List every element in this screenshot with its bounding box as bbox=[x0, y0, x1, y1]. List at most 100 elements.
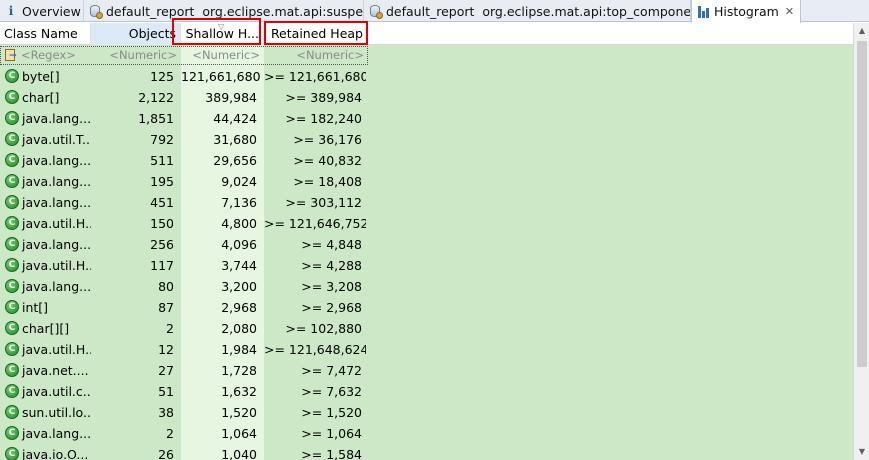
objects-cell: 511 bbox=[150, 153, 174, 168]
vertical-scrollbar[interactable]: ▲ ▼ bbox=[853, 23, 869, 460]
class-name-text: java.util.H... bbox=[22, 216, 91, 231]
tab-top-components-report[interactable]: default_report org.eclipse.mat.api:top_c… bbox=[364, 0, 691, 22]
column-header-shallow-heap[interactable]: Shallow H... bbox=[181, 23, 264, 45]
class-icon: C bbox=[5, 363, 19, 377]
shallow-heap-cell: 3,200 bbox=[221, 279, 257, 294]
class-icon: C bbox=[5, 384, 19, 398]
class-name-text: byte[] bbox=[22, 69, 60, 84]
class-icon: C bbox=[5, 153, 19, 167]
class-icon: C bbox=[5, 279, 19, 293]
class-icon: C bbox=[5, 216, 19, 230]
class-icon: C bbox=[5, 426, 19, 440]
shallow-heap-cell: 1,728 bbox=[221, 363, 257, 378]
class-name-text: java.lang.... bbox=[22, 426, 91, 441]
column-header-objects[interactable]: Objects bbox=[91, 23, 181, 45]
retained-heap-cell: >= 303,112 bbox=[285, 195, 362, 210]
shallow-heap-cell: 29,656 bbox=[213, 153, 257, 168]
tab-suspects-report[interactable]: default_report org.eclipse.mat.api:suspe… bbox=[84, 0, 364, 22]
shallow-column-background bbox=[181, 45, 264, 460]
class-icon: C bbox=[5, 237, 19, 251]
retained-heap-cell: >= 36,176 bbox=[293, 132, 362, 147]
shallow-heap-cell: 4,800 bbox=[221, 216, 257, 231]
objects-filter[interactable]: <Numeric> bbox=[109, 48, 177, 62]
retained-heap-filter[interactable]: <Numeric> bbox=[296, 48, 364, 62]
class-icon: C bbox=[5, 195, 19, 209]
regex-filter-icon: → bbox=[4, 48, 18, 62]
column-header-class-name[interactable]: Class Name bbox=[0, 23, 91, 45]
shallow-heap-cell: 2,080 bbox=[221, 321, 257, 336]
retained-heap-cell: >= 4,848 bbox=[301, 237, 362, 252]
objects-cell: 26 bbox=[158, 447, 174, 460]
class-name-text: java.util.c... bbox=[22, 384, 91, 399]
shallow-heap-cell: 9,024 bbox=[221, 174, 257, 189]
filter-focus-outline bbox=[0, 46, 368, 65]
shallow-heap-cell: 1,040 bbox=[221, 447, 257, 460]
column-header-retained-heap[interactable]: Retained Heap bbox=[264, 23, 368, 45]
objects-cell: 80 bbox=[158, 279, 174, 294]
tab-overview[interactable]: i Overview bbox=[0, 0, 84, 22]
class-name-filter[interactable]: → <Regex> bbox=[0, 45, 91, 66]
scroll-down-icon[interactable]: ▼ bbox=[858, 447, 866, 456]
class-name-text: char[][] bbox=[22, 321, 70, 336]
shallow-heap-cell: 31,680 bbox=[213, 132, 257, 147]
scroll-up-icon[interactable]: ▲ bbox=[858, 26, 866, 35]
retained-heap-cell: >= 7,632 bbox=[301, 384, 362, 399]
shallow-heap-cell: 4,096 bbox=[221, 237, 257, 252]
tab-histogram[interactable]: Histogram ✕ bbox=[691, 0, 801, 23]
tab-label: Histogram bbox=[714, 4, 779, 19]
class-name-text: java.lang.... bbox=[22, 153, 91, 168]
shallow-heap-cell: 44,424 bbox=[213, 111, 257, 126]
class-icon: C bbox=[5, 174, 19, 188]
tab-label: default_report org.eclipse.mat.api:suspe… bbox=[106, 3, 364, 19]
shallow-heap-filter[interactable]: <Numeric> bbox=[192, 48, 260, 62]
sort-descending-icon: ▽ bbox=[218, 23, 225, 31]
objects-cell: 38 bbox=[158, 405, 174, 420]
retained-heap-cell: >= 1,064 bbox=[301, 426, 362, 441]
class-icon: C bbox=[5, 342, 19, 356]
class-name-text: java.net.... bbox=[22, 363, 89, 378]
retained-heap-cell: >= 121,661,680 bbox=[264, 69, 366, 84]
objects-cell: 2 bbox=[166, 321, 174, 336]
retained-heap-cell: >= 3,208 bbox=[301, 279, 362, 294]
objects-cell: 87 bbox=[158, 300, 174, 315]
close-icon[interactable]: ✕ bbox=[784, 5, 795, 18]
retained-heap-cell: >= 7,472 bbox=[301, 363, 362, 378]
shallow-heap-cell: 2,968 bbox=[221, 300, 257, 315]
scrollbar-thumb[interactable] bbox=[857, 41, 867, 367]
class-name-text: java.lang.... bbox=[22, 174, 91, 189]
shallow-heap-cell: 3,744 bbox=[221, 258, 257, 273]
retained-heap-cell: >= 1,584 bbox=[301, 447, 362, 460]
info-icon: i bbox=[8, 4, 14, 18]
report-icon bbox=[367, 3, 383, 19]
report-icon bbox=[87, 3, 103, 19]
shallow-heap-cell: 1,632 bbox=[221, 384, 257, 399]
class-name-text: char[] bbox=[22, 90, 60, 105]
